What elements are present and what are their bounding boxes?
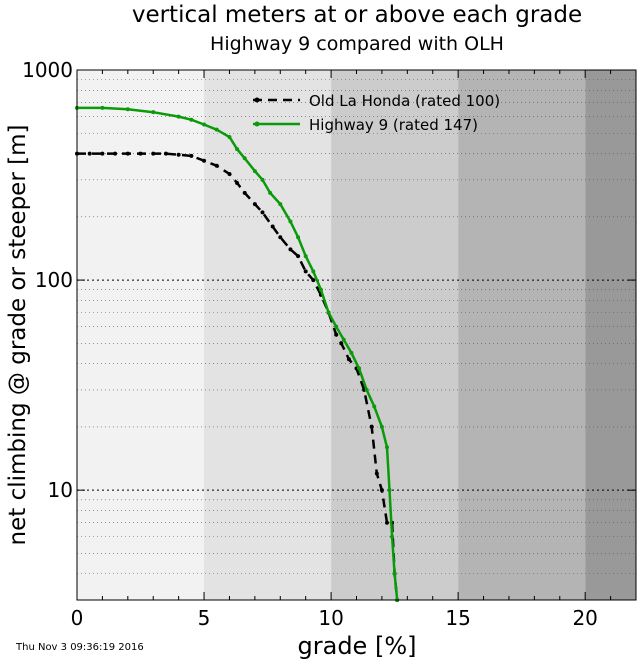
data-point — [260, 210, 265, 215]
grade-band-1 — [204, 70, 332, 600]
x-axis-label: grade [%] — [298, 632, 417, 660]
y-axis-label: net climbing @ grade or steeper [m] — [5, 125, 31, 546]
data-point — [339, 341, 344, 346]
data-point — [242, 156, 247, 161]
data-point — [235, 180, 240, 185]
legend-marker-0 — [254, 97, 260, 103]
plot-frame — [76, 69, 637, 601]
legend-label-1: Highway 9 (rated 147) — [309, 116, 478, 134]
data-point — [326, 310, 331, 315]
data-point — [296, 235, 301, 240]
data-point — [379, 488, 384, 493]
data-point — [357, 366, 362, 371]
data-point — [379, 424, 384, 429]
timestamp: Thu Nov 3 09:36:19 2016 — [16, 642, 144, 653]
data-point — [151, 151, 156, 156]
data-point — [176, 152, 181, 157]
data-point — [189, 117, 194, 122]
grade-band-4 — [585, 70, 636, 600]
data-point — [176, 114, 181, 119]
grade-band-2 — [331, 70, 459, 600]
x-tick-label: 20 — [572, 606, 597, 630]
data-point — [349, 350, 354, 355]
data-point — [318, 287, 323, 292]
data-point — [268, 190, 273, 195]
data-point — [341, 337, 346, 342]
data-point — [202, 122, 207, 127]
data-point — [364, 387, 369, 392]
data-point — [374, 471, 379, 476]
data-point — [151, 110, 156, 115]
data-point — [113, 151, 118, 156]
chart-subtitle: Highway 9 compared with OLH — [210, 33, 504, 55]
legend-label-0: Old La Honda (rated 100) — [309, 92, 500, 110]
data-point — [372, 404, 377, 409]
data-point — [278, 202, 283, 207]
y-tick-label: 100 — [35, 268, 73, 292]
data-point — [227, 171, 232, 176]
data-point — [242, 190, 247, 195]
data-point — [270, 224, 275, 229]
data-point — [384, 445, 389, 450]
data-point — [303, 269, 308, 274]
series-lines — [75, 105, 400, 602]
x-tick-label: 0 — [71, 606, 84, 630]
data-point — [369, 424, 374, 429]
data-point — [87, 151, 92, 156]
data-point — [278, 235, 283, 240]
legend-marker-1 — [254, 121, 260, 127]
data-point — [390, 534, 395, 539]
data-point — [334, 332, 339, 337]
data-point — [100, 151, 105, 156]
grade-band-3 — [458, 70, 586, 600]
data-point — [260, 177, 265, 182]
data-point — [100, 105, 105, 110]
data-point — [303, 254, 308, 259]
data-point — [214, 127, 219, 132]
y-tick-label: 10 — [48, 478, 73, 502]
data-point — [311, 278, 316, 283]
data-point — [125, 107, 130, 112]
data-point — [189, 153, 194, 158]
data-point — [202, 158, 207, 163]
x-tick-label: 10 — [318, 606, 343, 630]
data-point — [125, 151, 130, 156]
grade-bands — [77, 70, 636, 600]
data-point — [227, 134, 232, 139]
data-point — [346, 357, 351, 362]
data-point — [163, 151, 168, 156]
data-point — [296, 254, 301, 259]
data-point — [252, 169, 257, 174]
data-point — [235, 147, 240, 152]
data-point — [334, 324, 339, 329]
data-point — [288, 219, 293, 224]
data-point — [288, 247, 293, 252]
x-tick-label: 5 — [198, 606, 211, 630]
data-point — [214, 163, 219, 168]
data-point — [384, 520, 389, 525]
chart-title: vertical meters at or above each grade — [132, 2, 582, 28]
data-point — [387, 488, 392, 493]
y-tick-label: 1000 — [22, 58, 73, 82]
data-point — [252, 202, 257, 207]
data-point — [138, 151, 143, 156]
x-tick-label: 15 — [445, 606, 470, 630]
data-point — [392, 571, 397, 576]
grade-band-0 — [77, 70, 205, 600]
data-point — [311, 269, 316, 274]
legend: Old La Honda (rated 100) Highway 9 (rated… — [253, 92, 500, 134]
